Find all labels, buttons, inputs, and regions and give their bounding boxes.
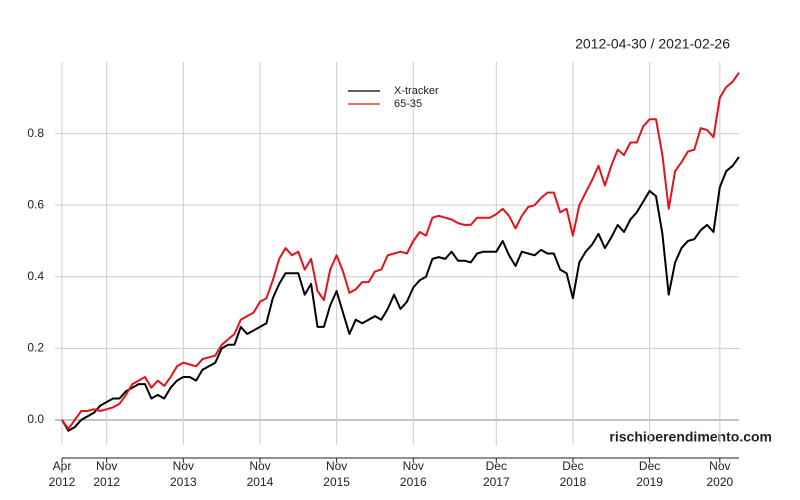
watermark: rischioerendimento.com (609, 429, 772, 445)
x-tick-label: Dec 2017 (483, 459, 510, 489)
y-tick-label: 0.0 (27, 412, 44, 426)
x-tick-label: Nov 2014 (247, 459, 274, 489)
y-tick-label: 0.2 (27, 341, 44, 355)
x-tick-label: Apr 2012 (49, 459, 76, 489)
y-tick-label: 0.6 (27, 197, 44, 211)
x-tick-label: Nov 2012 (93, 459, 120, 489)
legend-label: 65-35 (394, 98, 422, 110)
x-tick-label: Dec 2019 (636, 459, 663, 489)
y-tick-label: 0.4 (27, 269, 44, 283)
x-tick-label: Nov 2016 (400, 459, 427, 489)
x-tick-label: Nov 2013 (170, 459, 197, 489)
x-tick-label: Nov 2020 (706, 459, 733, 489)
y-tick-label: 0.8 (27, 126, 44, 140)
series-line (61, 72, 740, 430)
chart-title: 2012-04-30 / 2021-02-26 (575, 36, 730, 52)
x-tick-label: Nov 2015 (323, 459, 350, 489)
series-line (61, 156, 740, 432)
legend-label: X-tracker (394, 85, 439, 97)
x-tick-label: Dec 2018 (560, 459, 587, 489)
